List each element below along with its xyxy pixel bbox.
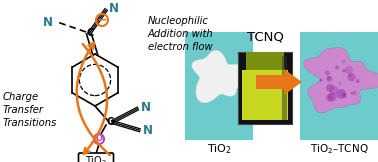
Circle shape <box>329 86 338 94</box>
Text: Charge
Transfer
Transitions: Charge Transfer Transitions <box>3 92 57 128</box>
Circle shape <box>326 94 333 102</box>
Circle shape <box>345 66 353 74</box>
Circle shape <box>327 76 333 82</box>
Polygon shape <box>304 48 378 113</box>
Text: −: − <box>97 13 107 26</box>
Circle shape <box>326 84 334 92</box>
FancyBboxPatch shape <box>185 32 253 140</box>
FancyArrowPatch shape <box>77 43 110 155</box>
Circle shape <box>339 82 342 85</box>
FancyBboxPatch shape <box>79 153 113 162</box>
Text: O: O <box>96 134 102 143</box>
Circle shape <box>319 79 322 82</box>
Text: N: N <box>143 124 153 137</box>
Circle shape <box>342 69 345 72</box>
Circle shape <box>348 74 352 78</box>
FancyBboxPatch shape <box>282 56 287 120</box>
Text: C: C <box>87 28 94 38</box>
Text: C: C <box>106 117 114 127</box>
Circle shape <box>327 76 330 80</box>
Circle shape <box>353 91 357 95</box>
FancyBboxPatch shape <box>300 32 378 140</box>
FancyBboxPatch shape <box>238 52 292 124</box>
Circle shape <box>356 79 359 83</box>
FancyBboxPatch shape <box>246 52 284 70</box>
Polygon shape <box>192 50 254 103</box>
Text: TCNQ: TCNQ <box>246 30 284 44</box>
Text: N: N <box>43 16 53 29</box>
Text: Nucleophilic
Addition with
electron flow: Nucleophilic Addition with electron flow <box>148 16 214 52</box>
Circle shape <box>336 89 346 99</box>
Circle shape <box>350 92 353 95</box>
Circle shape <box>347 73 356 81</box>
Circle shape <box>342 93 347 98</box>
Text: TiO$_2$: TiO$_2$ <box>206 142 231 156</box>
Circle shape <box>342 93 346 96</box>
Text: TiO$_2$–TCNQ: TiO$_2$–TCNQ <box>310 142 368 156</box>
Text: TiO$_2$: TiO$_2$ <box>85 154 107 162</box>
Circle shape <box>335 65 339 70</box>
FancyArrow shape <box>256 69 302 95</box>
Text: N: N <box>141 101 151 114</box>
FancyArrowPatch shape <box>83 44 107 154</box>
Circle shape <box>325 70 330 75</box>
Circle shape <box>328 92 337 101</box>
Circle shape <box>342 60 345 63</box>
FancyBboxPatch shape <box>242 70 288 120</box>
Text: N: N <box>109 2 119 15</box>
